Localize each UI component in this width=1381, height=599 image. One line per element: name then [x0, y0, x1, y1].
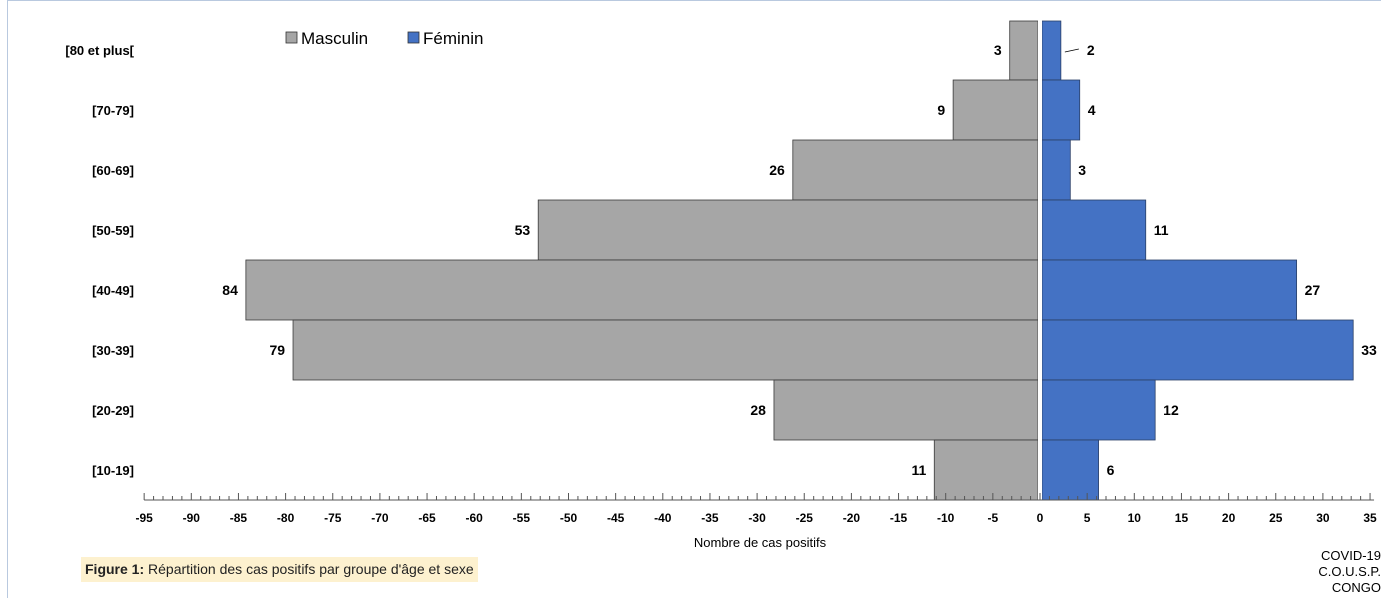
- data-label-feminin: 6: [1107, 462, 1115, 478]
- category-label: [60-69]: [92, 163, 134, 178]
- bar-masculin--10-19-[interactable]: [933, 439, 1039, 501]
- x-tick-label: -25: [796, 511, 814, 525]
- bar-feminin--30-39-[interactable]: [1041, 319, 1354, 381]
- x-tick-label: -15: [890, 511, 908, 525]
- x-tick-label: -45: [607, 511, 625, 525]
- legend-swatch-feminin: [407, 31, 420, 44]
- source-line-2: C.O.U.S.P.: [1318, 564, 1381, 579]
- x-tick-label: -10: [937, 511, 955, 525]
- x-tick-label: -95: [135, 511, 153, 525]
- x-tick-label: -65: [418, 511, 436, 525]
- x-tick-label: -70: [371, 511, 389, 525]
- bar-feminin--10-19-[interactable]: [1041, 439, 1099, 501]
- bar-masculin--40-49-[interactable]: [245, 259, 1039, 321]
- x-tick-label: 5: [1084, 511, 1091, 525]
- legend-label-feminin[interactable]: Féminin: [423, 29, 483, 48]
- x-tick-label: -60: [466, 511, 484, 525]
- bar-masculin--20-29-[interactable]: [773, 379, 1039, 441]
- x-tick-label: 0: [1037, 511, 1044, 525]
- caption-text: Répartition des cas positifs par groupe …: [144, 561, 474, 577]
- x-tick-label: -40: [654, 511, 672, 525]
- x-tick-label: -35: [701, 511, 719, 525]
- x-tick-label: -20: [843, 511, 861, 525]
- bar-masculin--80-et-plus-[interactable]: [1009, 20, 1039, 81]
- bar-feminin--80-et-plus-[interactable]: [1041, 20, 1062, 81]
- category-label: [50-59]: [92, 223, 134, 238]
- source-line-1: COVID-19: [1321, 548, 1381, 563]
- data-label-masculin: 28: [750, 402, 766, 418]
- data-label-masculin: 3: [994, 42, 1002, 58]
- bar-masculin--50-59-[interactable]: [537, 199, 1039, 261]
- x-tick-label: 10: [1128, 511, 1142, 525]
- data-label-masculin: 11: [911, 462, 926, 478]
- data-label-leader: [1064, 48, 1079, 53]
- category-label: [80 et plus[: [65, 43, 134, 58]
- x-tick-label: -30: [748, 511, 766, 525]
- x-axis: -95 -90 -85 -80 -75 -70 -65 -60 -55 -50 -45 -40 -35-…: [135, 493, 1377, 525]
- x-tick-label: -5: [988, 511, 999, 525]
- bar-feminin--70-79-[interactable]: [1041, 79, 1081, 141]
- data-label-feminin: 4: [1088, 102, 1096, 118]
- data-label-masculin: 53: [515, 222, 531, 238]
- x-tick-label: -55: [513, 511, 531, 525]
- x-tick-label: 35: [1363, 511, 1377, 525]
- category-label: [40-49]: [92, 283, 134, 298]
- x-tick-label: 25: [1269, 511, 1283, 525]
- bar-feminin--60-69-[interactable]: [1041, 139, 1071, 201]
- data-label-feminin: 27: [1305, 282, 1321, 298]
- bar-masculin--70-79-[interactable]: [952, 79, 1039, 141]
- bar-feminin--50-59-[interactable]: [1041, 199, 1147, 261]
- x-tick-label: -85: [230, 511, 248, 525]
- x-tick-label: -75: [324, 511, 342, 525]
- data-label-feminin: 3: [1078, 162, 1086, 178]
- data-label-feminin: 12: [1163, 402, 1179, 418]
- legend: Masculin Féminin: [285, 29, 483, 48]
- x-tick-label: -50: [560, 511, 578, 525]
- bar-feminin--40-49-[interactable]: [1041, 259, 1298, 321]
- category-label: [20-29]: [92, 403, 134, 418]
- data-label-feminin: 33: [1361, 342, 1377, 358]
- data-label-masculin: 79: [269, 342, 285, 358]
- x-tick-label: -80: [277, 511, 295, 525]
- legend-swatch-masculin: [285, 31, 298, 44]
- data-label-feminin: 11: [1154, 222, 1169, 238]
- chart-frame: [7, 0, 1381, 598]
- data-label-masculin: 9: [937, 102, 945, 118]
- bar-feminin--20-29-[interactable]: [1041, 379, 1156, 441]
- bars-layer: [80 et plus[ [70-79] [60-69] [50-59] [40-49]…: [65, 20, 1377, 501]
- source-note: COVID-19 C.O.U.S.P. CONGO: [1318, 548, 1381, 596]
- data-label-masculin: 84: [222, 282, 238, 298]
- x-tick-label: 20: [1222, 511, 1236, 525]
- category-label: [30-39]: [92, 343, 134, 358]
- x-axis-title: Nombre de cas positifs: [694, 535, 827, 550]
- x-tick-label: 15: [1175, 511, 1189, 525]
- category-label: [10-19]: [92, 463, 134, 478]
- bar-masculin--60-69-[interactable]: [792, 139, 1039, 201]
- x-tick-label: 30: [1316, 511, 1330, 525]
- category-label: [70-79]: [92, 103, 134, 118]
- bar-masculin--30-39-[interactable]: [292, 319, 1039, 381]
- legend-label-masculin[interactable]: Masculin: [301, 29, 368, 48]
- source-line-3: CONGO: [1331, 580, 1381, 595]
- center-gap: [1038, 20, 1042, 500]
- data-label-feminin: 2: [1087, 42, 1095, 58]
- figure-caption: Figure 1: Répartition des cas positifs p…: [81, 557, 478, 582]
- caption-label: Figure 1:: [85, 561, 145, 577]
- x-tick-label: -90: [183, 511, 201, 525]
- data-label-masculin: 26: [769, 162, 785, 178]
